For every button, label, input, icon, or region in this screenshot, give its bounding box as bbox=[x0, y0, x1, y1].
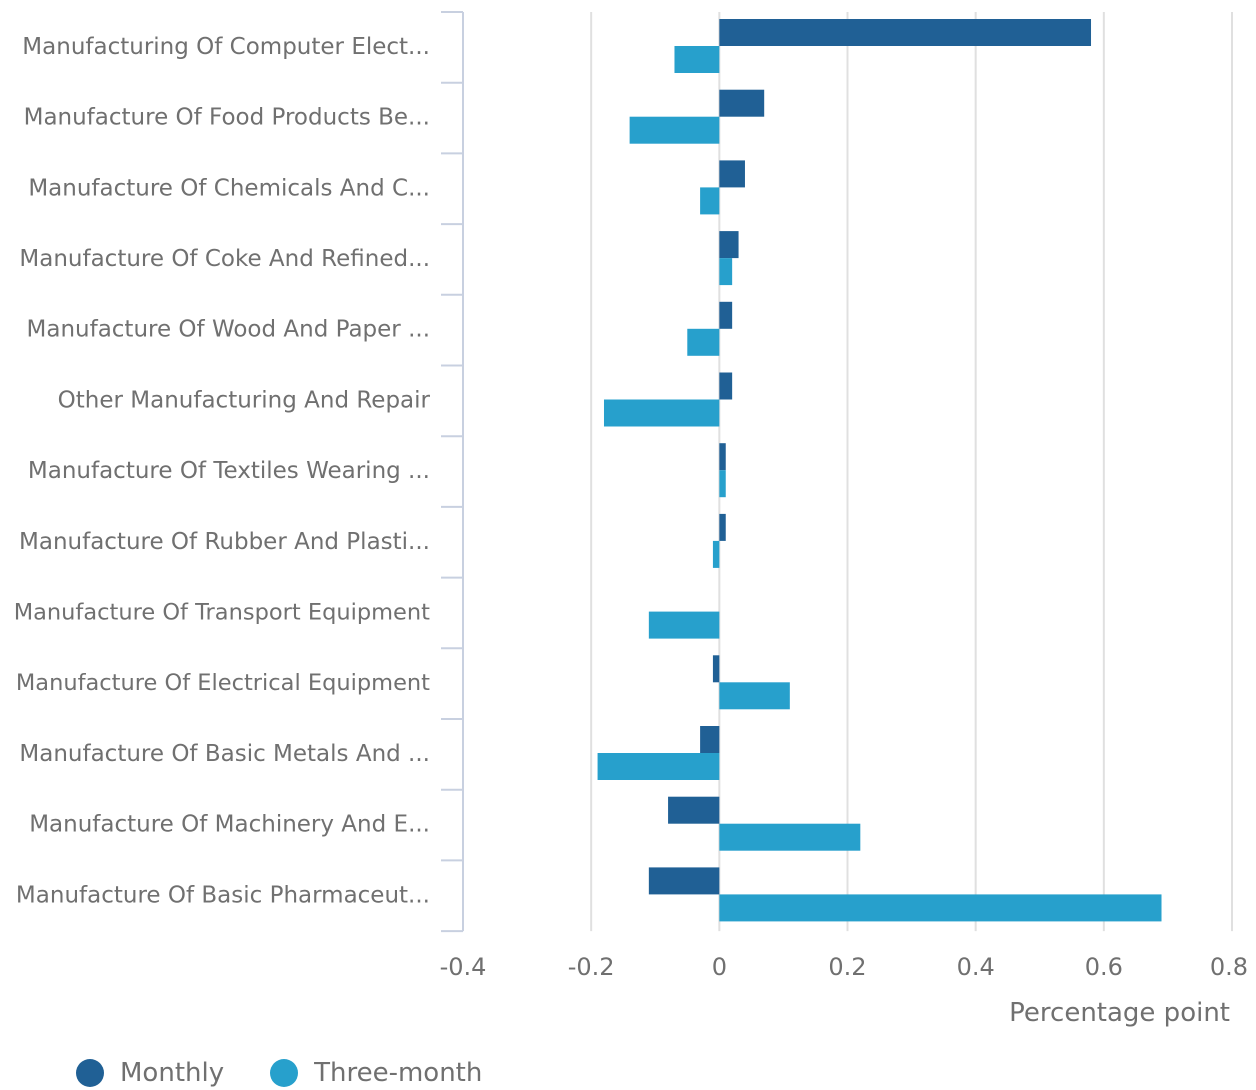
bar-monthly-0 bbox=[719, 19, 1092, 46]
x-tick-label-0: -0.4 bbox=[440, 953, 487, 981]
bar-three-month-8 bbox=[648, 611, 720, 639]
bar-three-month-7 bbox=[712, 540, 720, 568]
category-labels: Manufacturing Of Computer Elect... Manufa… bbox=[14, 34, 431, 908]
category-label-11: Manufacture Of Machinery And E... bbox=[29, 812, 430, 838]
three-month-swatch bbox=[270, 1059, 299, 1087]
legend-label-monthly: Monthly bbox=[120, 1058, 225, 1088]
category-label-2: Manufacture Of Chemicals And C... bbox=[28, 175, 430, 201]
x-tick-label-3: 0.2 bbox=[828, 953, 866, 981]
category-label-4: Manufacture Of Wood And Paper ... bbox=[27, 317, 431, 343]
category-label-12: Manufacture Of Basic Pharmaceut... bbox=[16, 882, 430, 908]
bar-three-month-9 bbox=[719, 682, 790, 710]
x-axis-title: Percentage point bbox=[1009, 998, 1230, 1028]
bar-monthly-12 bbox=[648, 867, 720, 895]
legend-item-three-month: Three-month bbox=[270, 1058, 482, 1088]
bar-monthly-3 bbox=[719, 231, 739, 259]
x-axis: -0.4 -0.2 0 0.2 0.4 0.6 0.8 bbox=[440, 953, 1248, 981]
gridlines bbox=[590, 12, 1233, 932]
bar-monthly-10 bbox=[700, 726, 720, 753]
legend-label-three-month: Three-month bbox=[314, 1058, 483, 1088]
x-tick-label-2: 0 bbox=[712, 953, 727, 981]
bar-three-month-4 bbox=[687, 328, 720, 356]
bar-three-month-2 bbox=[700, 187, 720, 215]
bar-three-month-6 bbox=[719, 470, 726, 498]
bar-monthly-9 bbox=[712, 655, 720, 683]
bar-three-month-12 bbox=[719, 894, 1162, 922]
x-tick-label-6: 0.8 bbox=[1210, 953, 1248, 981]
category-label-6: Manufacture Of Textiles Wearing ... bbox=[28, 458, 430, 484]
category-label-5: Other Manufacturing And Repair bbox=[58, 387, 431, 413]
y-axis bbox=[441, 11, 464, 933]
bar-monthly-7 bbox=[719, 513, 726, 541]
bar-three-month-11 bbox=[719, 823, 861, 851]
category-label-9: Manufacture Of Electrical Equipment bbox=[16, 670, 430, 696]
bar-monthly-5 bbox=[719, 372, 733, 400]
category-label-10: Manufacture Of Basic Metals And ... bbox=[19, 741, 430, 767]
x-tick-label-4: 0.4 bbox=[957, 953, 995, 981]
x-tick-label-1: -0.2 bbox=[568, 953, 615, 981]
legend-item-monthly: Monthly bbox=[76, 1058, 224, 1088]
x-tick-label-5: 0.6 bbox=[1085, 953, 1123, 981]
category-label-7: Manufacture Of Rubber And Plasti... bbox=[19, 529, 430, 555]
bar-monthly-2 bbox=[719, 160, 745, 188]
legend: Monthly Three-month bbox=[76, 1056, 482, 1090]
bar-three-month-3 bbox=[719, 258, 733, 286]
category-label-3: Manufacture Of Coke And Refined... bbox=[19, 246, 430, 272]
bar-monthly-1 bbox=[719, 89, 765, 117]
bar-three-month-10 bbox=[597, 753, 720, 780]
bars bbox=[597, 19, 1162, 922]
category-label-1: Manufacture Of Food Products Be... bbox=[24, 105, 430, 131]
bar-monthly-4 bbox=[719, 301, 733, 329]
category-label-8: Manufacture Of Transport Equipment bbox=[14, 599, 430, 625]
category-label-0: Manufacturing Of Computer Elect... bbox=[22, 34, 430, 60]
bar-three-month-1 bbox=[629, 116, 720, 144]
bar-three-month-0 bbox=[674, 46, 720, 73]
bar-monthly-6 bbox=[719, 443, 726, 471]
bar-monthly-11 bbox=[668, 796, 720, 824]
bar-three-month-5 bbox=[603, 399, 720, 427]
monthly-swatch bbox=[76, 1059, 104, 1087]
